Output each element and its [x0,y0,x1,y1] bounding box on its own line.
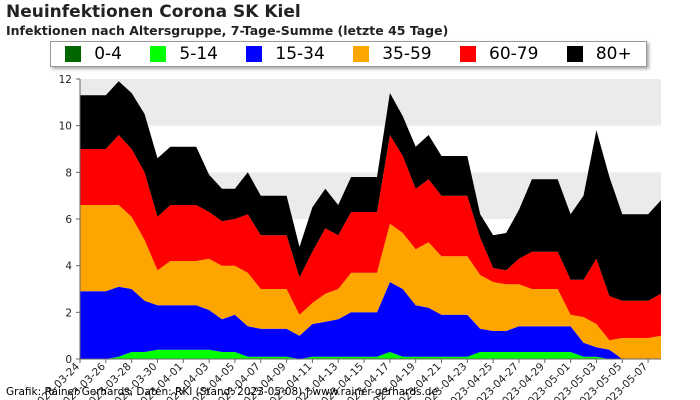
legend-swatch-80-plus [566,46,583,62]
y-tick-label: 0 [65,354,72,366]
legend-label-15-34: 15-34 [275,44,325,64]
area-series-5-14 [80,349,661,359]
legend-label-0-4: 0-4 [94,44,122,64]
grid-band [80,79,661,126]
legend-label-80-plus: 80+ [595,44,632,64]
legend-swatch-0-4 [65,46,82,62]
legend-label-60-79: 60-79 [489,44,539,64]
legend-item-5-14: 5-14 [150,44,218,64]
chart-title: Neuinfektionen Corona SK Kiel [6,2,301,22]
legend-item-60-79: 60-79 [460,44,538,64]
area-series-80-plus [80,81,661,301]
y-tick-label: 4 [65,261,72,273]
y-tick-label: 10 [59,121,72,133]
area-series-60-79 [80,135,661,341]
y-tick-label: 2 [65,307,72,319]
legend-swatch-35-59 [353,46,370,62]
legend-item-0-4: 0-4 [65,44,122,64]
area-series-35-59 [80,205,661,359]
legend-item-80-plus: 80+ [566,44,632,64]
y-tick-label: 12 [59,74,72,86]
y-tick-label: 8 [65,167,72,179]
legend-label-5-14: 5-14 [179,44,218,64]
chart-subtitle: Infektionen nach Altersgruppe, 7-Tage-Su… [6,23,449,38]
legend: 0-4 5-14 15-34 35-59 60-79 80+ [50,41,647,67]
legend-item-35-59: 35-59 [353,44,432,64]
legend-swatch-60-79 [460,46,477,62]
area-series-15-34 [80,282,661,359]
legend-label-35-59: 35-59 [382,44,432,64]
legend-swatch-5-14 [150,46,167,62]
y-tick-label: 6 [65,214,72,226]
footer-credit: Grafik: Rainer Gerhards, Daten: RKI (Sta… [6,386,438,398]
legend-item-15-34: 15-34 [246,44,325,64]
legend-swatch-15-34 [246,46,263,62]
